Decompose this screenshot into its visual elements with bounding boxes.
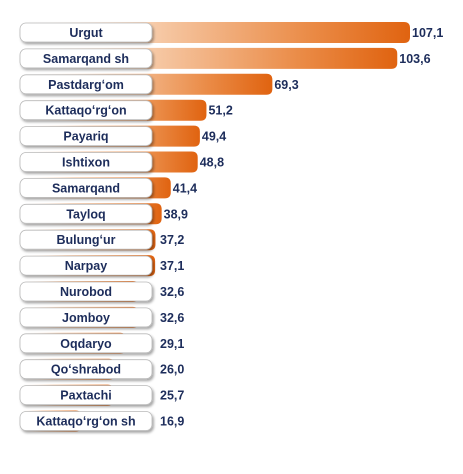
category-label-box (19, 177, 153, 198)
value-label: 25,7 (160, 389, 184, 403)
category-label: Bulungʻur (56, 233, 115, 247)
category-label-box (19, 385, 153, 406)
category-label-box (19, 74, 153, 95)
category-label: Jomboy (62, 311, 110, 325)
value-label: 41,4 (173, 181, 197, 195)
value-label: 32,6 (160, 285, 184, 299)
category-label: Payariq (63, 130, 108, 144)
value-label: 38,9 (164, 207, 188, 221)
value-label: 26,0 (160, 363, 184, 377)
category-label-box (19, 359, 153, 380)
value-label: 69,3 (274, 78, 298, 92)
category-label: Paxtachi (60, 389, 111, 403)
value-label: 107,1 (412, 26, 443, 40)
value-label: 32,6 (160, 311, 184, 325)
value-label: 29,1 (160, 337, 184, 351)
value-label: 103,6 (399, 52, 430, 66)
category-label-box (19, 229, 153, 250)
category-label: Samarqand (52, 181, 120, 195)
value-label: 16,9 (160, 415, 184, 429)
category-label-box (19, 203, 153, 224)
value-label: 37,2 (160, 233, 184, 247)
category-label: Nurobod (60, 285, 112, 299)
category-label-box (19, 281, 153, 302)
category-label-box (19, 333, 153, 354)
value-label: 48,8 (200, 156, 224, 170)
category-label: Kattaqoʻrgʻon (45, 104, 126, 118)
category-label-box (19, 411, 153, 431)
category-label-box (19, 126, 153, 146)
category-label: Narpay (65, 259, 107, 273)
category-label: Oqdaryo (60, 337, 112, 351)
category-label: Tayloq (66, 207, 105, 221)
value-label: 51,2 (208, 104, 232, 118)
category-label-box (19, 22, 153, 43)
category-label: Qoʻshrabod (51, 363, 121, 377)
value-label: 49,4 (202, 130, 226, 144)
category-label-box (19, 100, 153, 121)
category-label-box (19, 48, 153, 69)
category-label: Pastdargʻom (48, 78, 124, 92)
category-label: Samarqand sh (43, 52, 129, 66)
category-label-box (19, 307, 153, 328)
category-label: Ishtixon (62, 156, 110, 170)
value-labels-group: 107,1 103,6 69,3 51,2 49,4 48,841,4 38,9 37,2 37… (160, 26, 443, 429)
category-label-box (19, 255, 153, 276)
category-label-box (19, 152, 153, 172)
value-label: 37,1 (160, 259, 184, 273)
category-label: Kattaqoʻrgʻon sh (36, 415, 135, 429)
category-label: Urgut (69, 26, 103, 40)
category-labels-group: Urgut Samarqand sh Pastdargʻom Kattaqoʻrgʻo… (19, 22, 153, 431)
